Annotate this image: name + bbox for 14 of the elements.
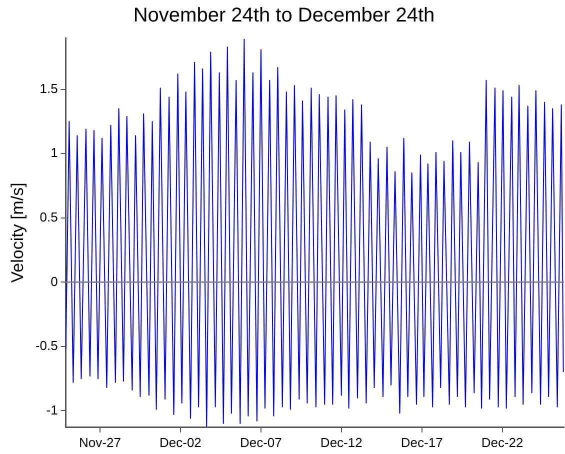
chart-title: November 24th to December 24th [133, 4, 435, 27]
x-tick-label: Dec-22 [481, 434, 524, 450]
y-tick-label: 1.5 [40, 80, 58, 96]
x-tick-label: Dec-07 [240, 434, 282, 450]
x-tick-label: Dec-17 [400, 434, 443, 450]
y-axis-title: Velocity [m/s] [8, 182, 27, 283]
x-tick-label: Dec-02 [160, 434, 202, 450]
y-tick-label: 1 [50, 145, 58, 160]
y-tick-label: -0.5 [35, 338, 58, 354]
y-tick-label: -1 [46, 402, 58, 418]
x-tick-label: Dec-12 [320, 434, 362, 450]
y-tick-label: 0.5 [40, 210, 58, 224]
y-tick-label: 0 [50, 274, 58, 289]
x-tick-label: Nov-27 [79, 434, 121, 450]
